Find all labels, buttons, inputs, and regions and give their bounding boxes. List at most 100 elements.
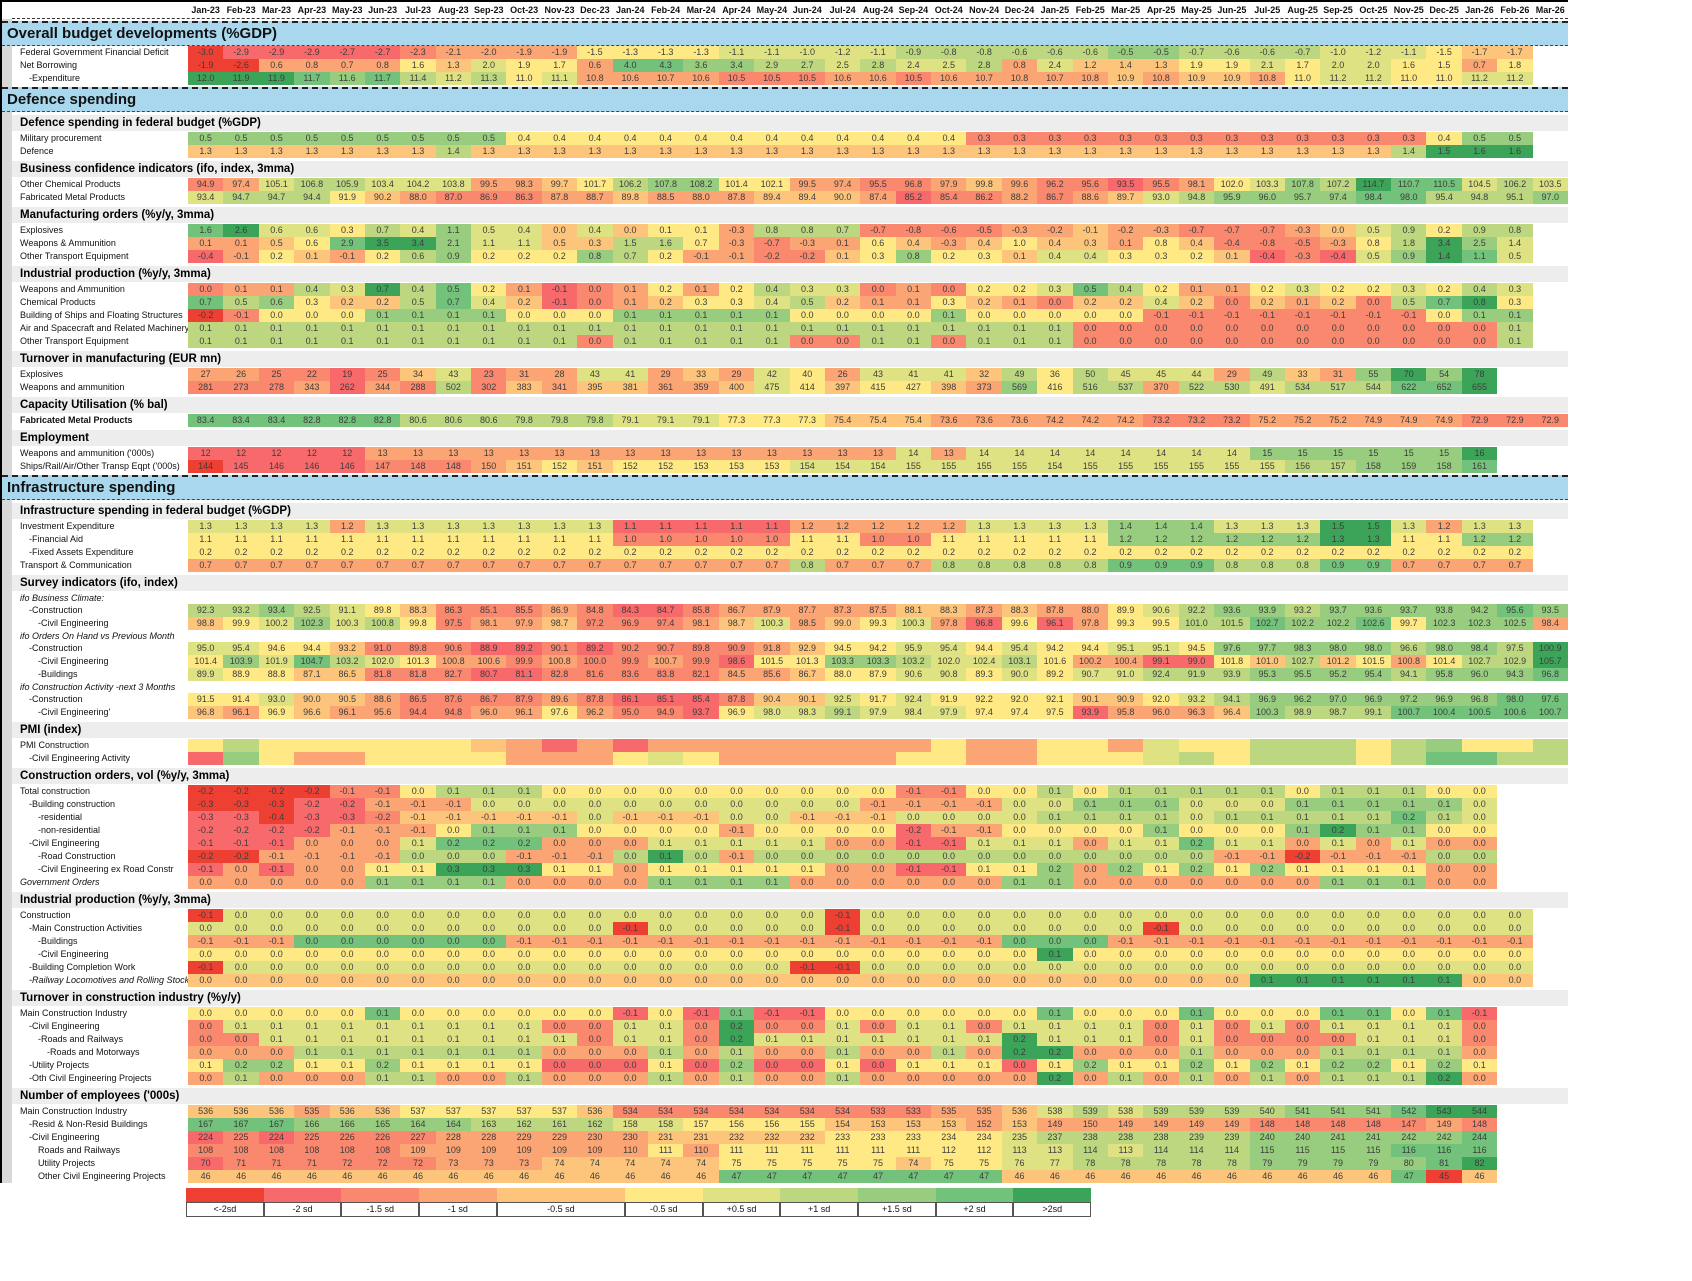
heatmap-cell: 0.2 (1391, 546, 1427, 559)
table-row: -Construction 95.0 95.4 94.6 94.4 93.2 91.0 89.… (12, 642, 1568, 655)
heatmap-cell: 10.8 (1143, 72, 1179, 85)
heatmap-cell: 0.0 (1001, 1059, 1038, 1072)
heatmap-cell: 0.8 (895, 250, 932, 263)
heatmap-cell (1533, 546, 1568, 559)
heatmap-cell: 47 (789, 1170, 825, 1183)
heatmap-cell: -0.1 (1355, 309, 1392, 322)
heatmap-cell: 0.8 (789, 559, 825, 572)
heatmap-cell (577, 752, 613, 765)
heatmap-cell: 0.5 (400, 296, 436, 309)
heatmap-cell: 0.1 (294, 250, 330, 263)
heatmap-cell: 0.1 (789, 322, 825, 335)
heatmap-cell: 158 (1355, 460, 1392, 473)
heatmap-cell: 0.0 (1391, 335, 1427, 348)
heatmap-cell: 0.3 (860, 250, 896, 263)
heatmap-cell: 0.0 (1001, 922, 1038, 935)
heatmap-cell: 88.8 (258, 668, 295, 681)
row-label: -Civil Engineering (12, 837, 188, 850)
heatmap-cell: 10.8 (1249, 72, 1285, 85)
heatmap-cell: 10.6 (860, 72, 896, 85)
heatmap-cell: 78 (1108, 1157, 1144, 1170)
heatmap-cell: 36 (1037, 368, 1073, 381)
heatmap-cell: 156 (1284, 460, 1321, 473)
heatmap-cell: 0.0 (824, 948, 861, 961)
heatmap-cell: 1.3 (506, 520, 542, 533)
heatmap-cell: 0.0 (1143, 850, 1179, 863)
table-row: Other Transport Equipment -0.4 -0.1 0.2 0.1-… (12, 250, 1568, 263)
heatmap-cell: 1.6 (400, 59, 436, 72)
heatmap-cell: 0.0 (1284, 335, 1321, 348)
heatmap-cell: 102.1 (754, 178, 790, 191)
heatmap-cell: 97.8 (931, 617, 967, 630)
heatmap-cell: 0.1 (329, 335, 365, 348)
heatmap-cell: 149 (1037, 1118, 1073, 1131)
heatmap-cell: 0.0 (860, 1046, 896, 1059)
heatmap-cell: 91.1 (329, 604, 365, 617)
heatmap-cell: 655 (1461, 381, 1498, 394)
heatmap-cell: -2.9 (294, 46, 330, 59)
heatmap-cell: 0.1 (1249, 1020, 1285, 1033)
heatmap-cell: 0.0 (188, 1007, 224, 1020)
row-label: Total construction (12, 785, 188, 798)
heatmap-cell: 0.0 (577, 974, 613, 987)
subsection-header: Infrastructure spending in federal budge… (12, 503, 1568, 519)
heatmap-cell (364, 752, 401, 765)
heatmap-cell: -0.4 (1320, 250, 1356, 263)
heatmap-cell: -0.1 (1214, 850, 1250, 863)
heatmap-cell: -0.1 (1391, 850, 1427, 863)
heatmap-cell: 0.1 (471, 309, 507, 322)
heatmap-cell: 91.9 (931, 693, 967, 706)
heatmap-cell: 0.2 (1391, 811, 1427, 824)
heatmap-cell: 0.1 (1391, 798, 1427, 811)
heatmap-cell: 0.7 (895, 559, 932, 572)
heatmap-cell: 111 (789, 1144, 825, 1157)
heatmap-cell: 0.0 (1037, 296, 1073, 309)
row-label: Other Transport Equipment (12, 335, 188, 348)
heatmap-cell: 0.1 (1284, 811, 1321, 824)
heatmap-cell: -0.3 (1284, 224, 1321, 237)
heatmap-cell: 0.0 (1178, 961, 1215, 974)
heatmap-cell: 93.7 (1320, 604, 1356, 617)
heatmap-cell: 0.7 (506, 559, 542, 572)
heatmap-cell: 0.1 (1497, 322, 1533, 335)
heatmap-cell: 79.8 (577, 414, 613, 427)
table-row: Federal Government Financial Deficit -3.0… (12, 46, 1568, 59)
heatmap-cell: -0.2 (223, 824, 259, 837)
heatmap-cell: 0.1 (435, 1033, 472, 1046)
heatmap-cell: 0.1 (400, 863, 436, 876)
heatmap-cell: 87.9 (506, 693, 542, 706)
heatmap-cell: 0.7 (612, 559, 648, 572)
heatmap-cell: 341 (541, 381, 578, 394)
heatmap-cell: 0.0 (329, 948, 365, 961)
heatmap-cell: 83.4 (188, 414, 224, 427)
heatmap-cell: -0.3 (294, 811, 330, 824)
heatmap-cell: 0.2 (1072, 546, 1108, 559)
heatmap-cell: 2.9 (329, 237, 365, 250)
heatmap-cell: 102.5 (1497, 617, 1533, 630)
heatmap-cell: 91.7 (860, 693, 896, 706)
legend-label: -2 sd (263, 1202, 342, 1217)
heatmap-cell: 0.5 (789, 296, 825, 309)
heatmap-cell: 0.7 (1461, 559, 1498, 572)
heatmap-cell: 94.4 (294, 191, 330, 204)
heatmap-cell: 0.0 (966, 785, 1002, 798)
heatmap-cell: 83.4 (258, 414, 295, 427)
heatmap-cell: 0.1 (718, 322, 755, 335)
heatmap-cell: 0.1 (683, 283, 719, 296)
heatmap-cell: 0.0 (471, 798, 507, 811)
heatmap-cell (1461, 752, 1498, 765)
legend-label: -0.5 sd (624, 1202, 703, 1217)
heatmap-cell (1497, 824, 1532, 837)
heatmap-cell: 11.4 (400, 72, 436, 85)
heatmap-cell: 0.1 (824, 1059, 861, 1072)
heatmap-cell (1497, 1118, 1532, 1131)
heatmap-cell: 72.9 (1532, 414, 1568, 427)
heatmap-cell: 0.0 (577, 961, 613, 974)
heatmap-cell: 0.0 (824, 837, 861, 850)
heatmap-cell: 1.3 (860, 145, 896, 158)
heatmap-cell: 46 (1355, 1170, 1392, 1183)
heatmap-cell: 0.2 (648, 296, 684, 309)
heatmap-cell: 1.4 (1108, 520, 1144, 533)
heatmap-cell: 0.5 (435, 283, 472, 296)
heatmap-cell: 94.7 (223, 191, 259, 204)
